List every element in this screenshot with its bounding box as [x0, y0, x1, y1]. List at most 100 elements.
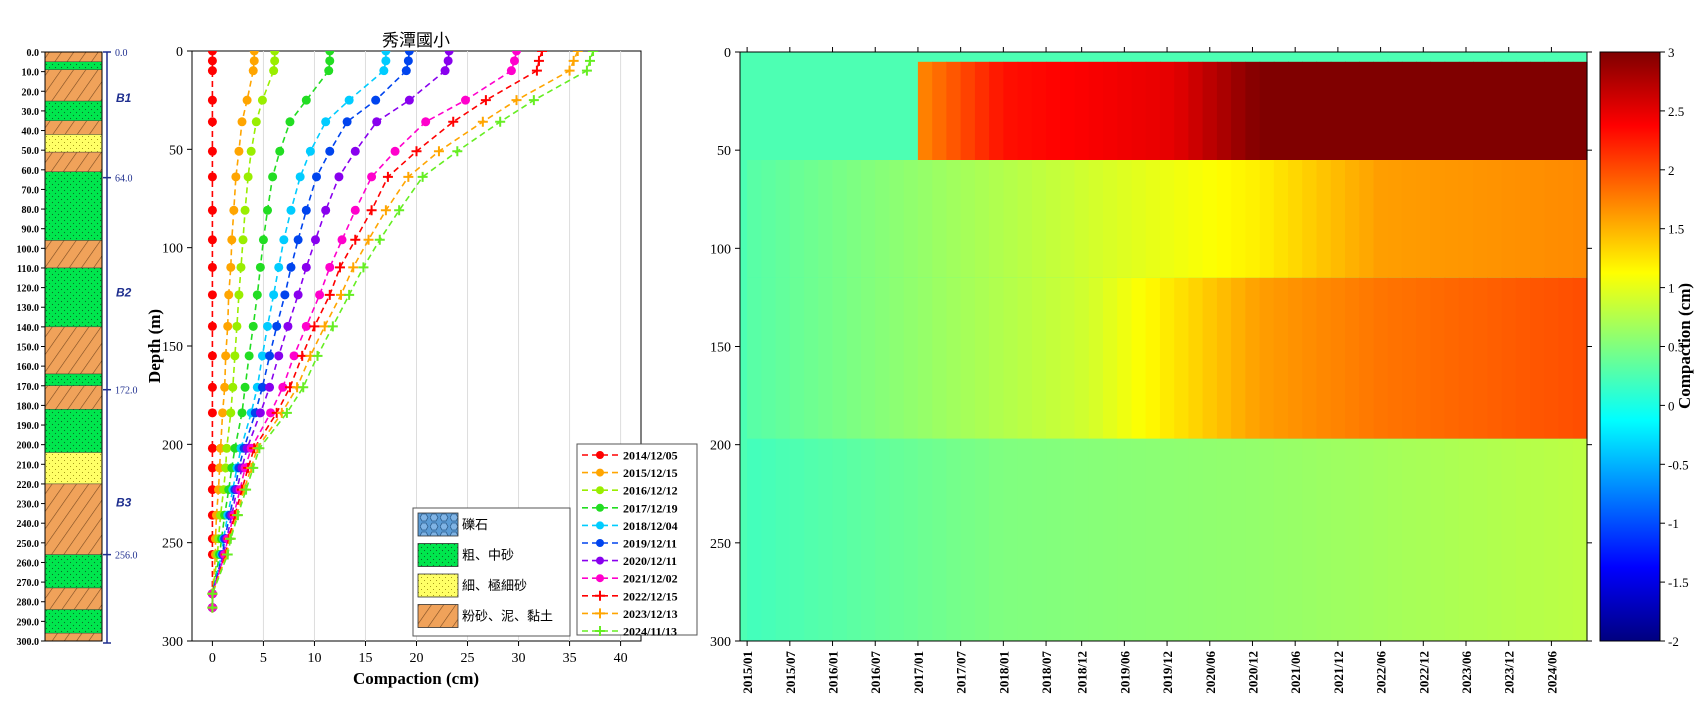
- heatmap-cell: [1430, 160, 1446, 278]
- x-tick-label: 40: [614, 651, 628, 666]
- data-point: [390, 146, 400, 156]
- heatmap-cell: [1231, 277, 1246, 439]
- data-point: [207, 205, 217, 215]
- heatmap-cell: [1515, 160, 1531, 278]
- aquifer-label-B1: B1: [116, 91, 132, 105]
- data-point: [223, 321, 233, 331]
- heatmap-cell: [1316, 160, 1332, 278]
- heatmap-cell: [1259, 438, 1275, 641]
- data-point: [237, 408, 247, 418]
- data-point: [404, 51, 414, 56]
- x-tick-label: 0: [209, 651, 216, 666]
- y-tick-label: 100: [162, 242, 183, 257]
- heatmap-cell: [960, 160, 976, 278]
- heatmap-cell: [1515, 438, 1531, 641]
- heatmap-cell: [1231, 438, 1246, 641]
- heatmap-cell: [775, 438, 791, 641]
- data-point: [248, 462, 259, 473]
- heatmap-cell: [1131, 438, 1147, 641]
- data-point: [334, 172, 344, 182]
- strata-tick-label: 110.0: [17, 264, 39, 275]
- heatmap-cell: [917, 160, 933, 278]
- data-point: [207, 602, 218, 613]
- heatmap-cell: [960, 438, 976, 641]
- heatmap-cell: [1530, 160, 1545, 278]
- heatmap-cell: [1515, 61, 1531, 160]
- data-point: [401, 66, 411, 76]
- heatmap-cell: [1103, 160, 1118, 278]
- strata-layer-coarse: [44, 100, 103, 121]
- data-point: [344, 95, 354, 105]
- heatmap-cell: [1473, 61, 1488, 160]
- strata-layer-silt: [44, 120, 103, 135]
- colorbar-tick-label: 2: [1668, 163, 1675, 178]
- data-point: [269, 66, 279, 76]
- data-point: [311, 172, 321, 182]
- heatmap-cell: [832, 160, 848, 278]
- heatmap-cell: [1046, 61, 1061, 160]
- compaction-profile-chart: 0 5 10 15 20 25 30 35 40 0 50 100 150 200 250 300 秀潭國小…: [145, 31, 698, 688]
- heatmap-cell: [1159, 61, 1175, 160]
- data-point: [251, 117, 261, 127]
- heatmap-cell: [1302, 438, 1318, 641]
- data-point: [417, 171, 428, 182]
- heatmap-cell: [989, 438, 1004, 641]
- heatmap-cell: [1345, 277, 1360, 439]
- strata-layer-coarse: [44, 373, 103, 386]
- heatmap-cell: [1202, 277, 1218, 439]
- heatmap-cell: [1359, 61, 1374, 160]
- legend-label: 2018/12/04: [623, 519, 678, 533]
- heatmap-cell: [1330, 277, 1346, 439]
- data-point: [460, 95, 470, 105]
- heatmap-cell: [1473, 438, 1488, 641]
- data-point: [207, 588, 218, 599]
- data-point: [495, 116, 506, 127]
- heatmap-cell: [1017, 438, 1033, 641]
- data-point: [221, 351, 231, 361]
- data-point: [348, 262, 359, 273]
- heatmap-cell: [1558, 61, 1574, 160]
- data-point: [281, 407, 292, 418]
- heatmap-cell: [875, 438, 890, 641]
- heatmap-cell: [1345, 61, 1360, 160]
- heatmap-cell: [932, 277, 947, 439]
- heatmap-cell: [1473, 160, 1488, 278]
- heatmap-cell: [1017, 61, 1033, 160]
- colorbar-tick-label: 0.5: [1668, 340, 1684, 355]
- heatmap-cell: [974, 160, 990, 278]
- heatmap-x-tick-label: 2023/12: [1502, 651, 1517, 694]
- heatmap-cell: [1401, 438, 1417, 641]
- x-axis-ticks: 0 5 10 15 20 25 30 35 40: [209, 641, 628, 666]
- heatmap-cell: [1558, 160, 1574, 278]
- data-point: [366, 205, 377, 216]
- x-axis-label: Compaction (cm): [353, 669, 479, 688]
- data-point: [342, 117, 352, 127]
- heatmap-cell: [1487, 277, 1503, 439]
- lithology-label: 細、極細砂: [462, 578, 527, 594]
- legend-marker: [596, 556, 604, 565]
- data-point: [263, 321, 273, 331]
- strata-tick-label: 70.0: [22, 185, 40, 196]
- data-point: [255, 262, 265, 272]
- data-point: [222, 443, 232, 453]
- lithology-label: 粉砂、泥、黏土: [462, 609, 553, 625]
- legend-label: 2019/12/11: [623, 537, 677, 551]
- heatmap-cell: [1572, 160, 1588, 278]
- colorbar-tick-label: 3: [1668, 45, 1675, 60]
- data-point: [537, 51, 548, 56]
- lithology-label: 礫石: [462, 517, 488, 533]
- heatmap-cell: [1458, 277, 1474, 439]
- heatmap-cell: [1330, 61, 1346, 160]
- data-point: [226, 262, 236, 272]
- data-point: [325, 146, 335, 156]
- data-point: [228, 382, 238, 392]
- data-point: [286, 205, 296, 215]
- strata-tick-label: 230.0: [17, 500, 40, 511]
- series-legend-box: [576, 443, 698, 636]
- data-point: [298, 382, 309, 393]
- legend-label: 2020/12/11: [623, 554, 677, 568]
- heatmap-cell: [1188, 438, 1204, 641]
- heatmap-cell: [1131, 160, 1147, 278]
- heatmap-cell: [1373, 438, 1389, 641]
- data-point: [448, 116, 459, 127]
